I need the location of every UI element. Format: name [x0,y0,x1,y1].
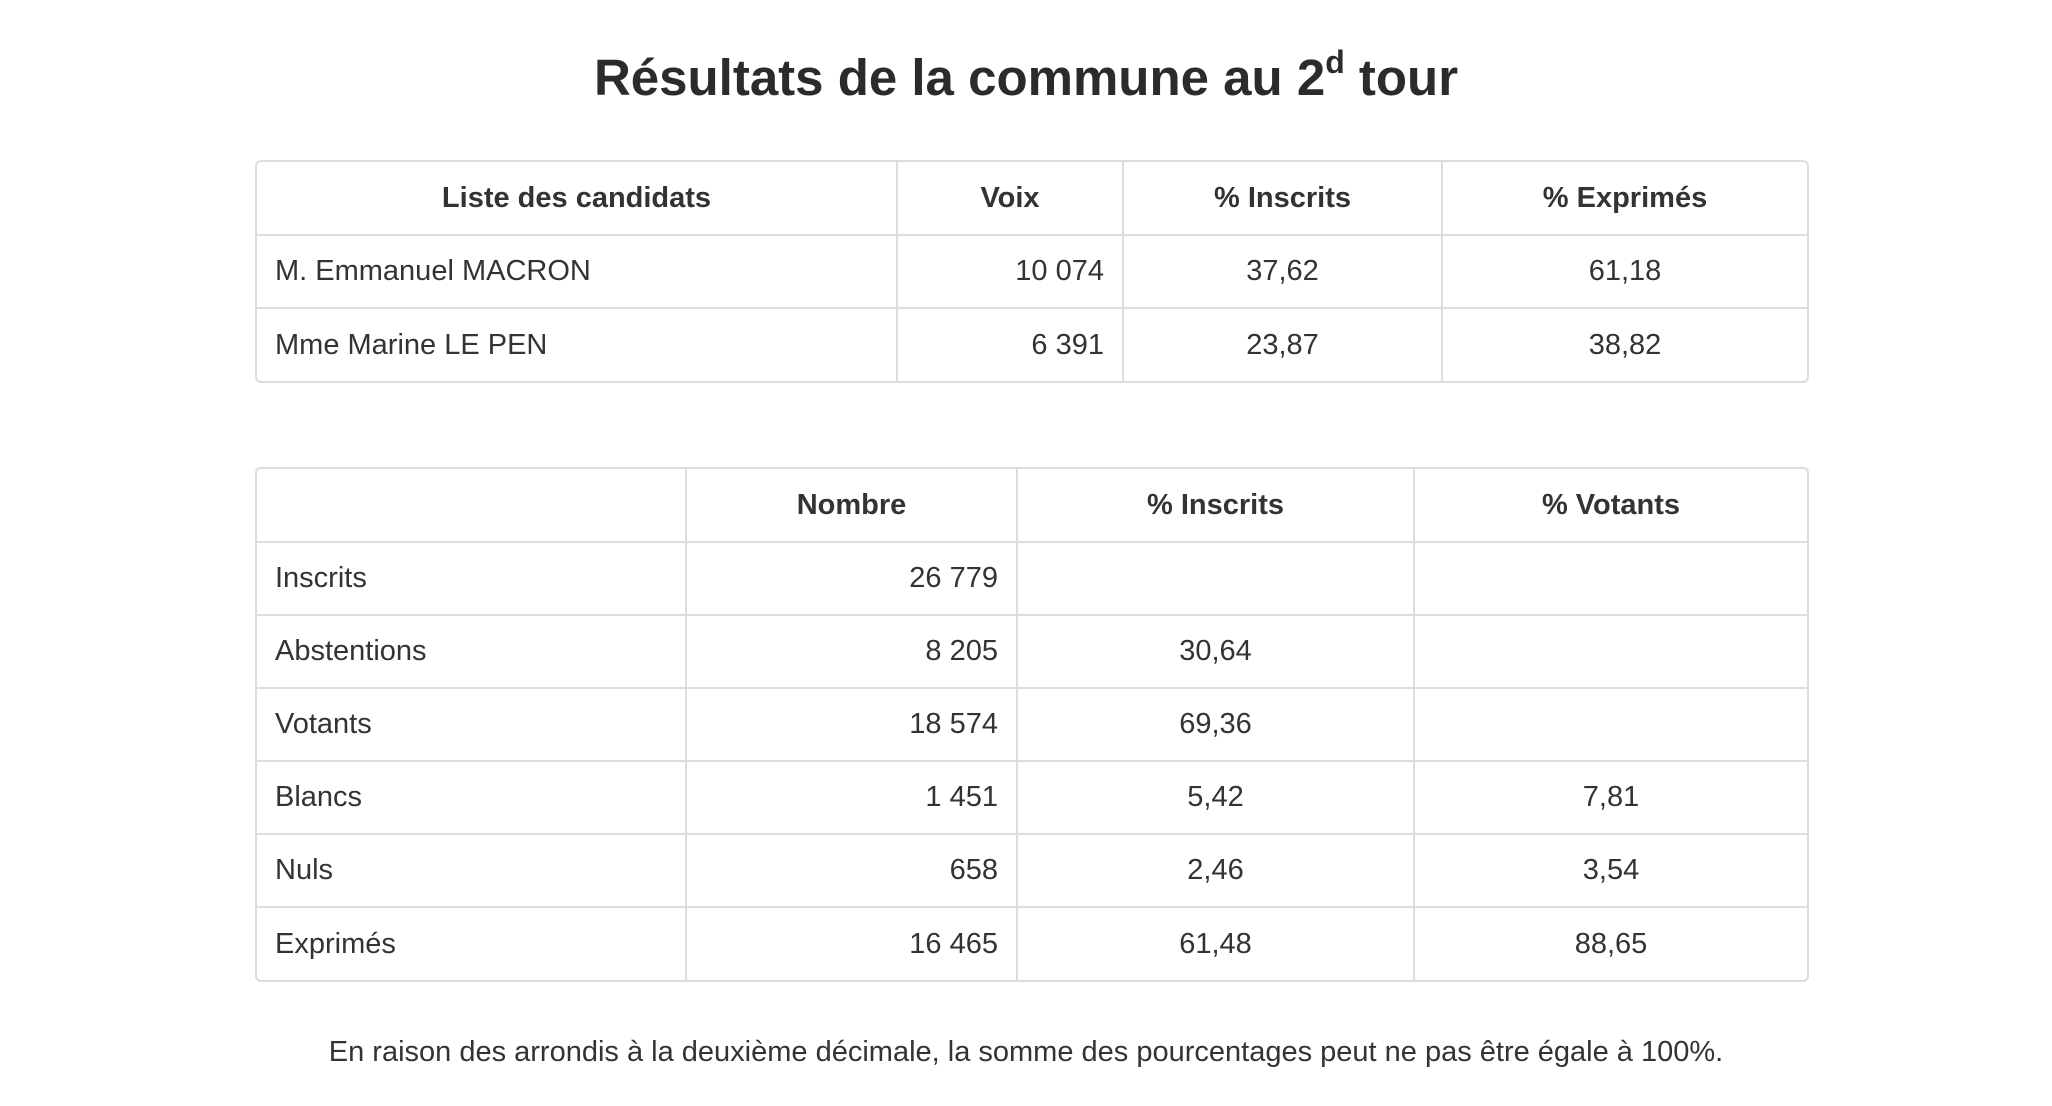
page-title-suffix: tour [1344,49,1459,106]
rounding-footnote: En raison des arrondis à la deuxième déc… [328,1036,1724,1068]
candidate-name: Mme Marine LE PEN [257,308,898,381]
stat-pct-inscrits [1017,542,1415,616]
page-title: Résultats de la commune au 2d tour [0,46,2052,110]
stat-nombre: 1 451 [686,761,1018,835]
header-empty [257,469,687,543]
stat-pct-votants: 88,65 [1574,927,1648,960]
candidates-table-container: Liste des candidats Voix % Inscrits % Ex… [255,160,1809,383]
table-row: Votants 18 574 69,36 [257,688,1807,762]
header-pct-inscrits: % Inscrits [1123,162,1443,236]
table-row: Blancs 1 451 5,42 7,81 [257,761,1807,835]
header-candidate-list: Liste des candidats [257,162,898,236]
stat-pct-inscrits: 61,48 [1017,907,1415,980]
table-row: Abstentions 8 205 30,64 [257,615,1807,689]
candidate-pct-inscrits: 37,62 [1123,235,1443,309]
stat-pct-votants: 3,54 [1414,834,1807,908]
stat-nombre: 8 205 [686,615,1018,689]
stat-label: Nuls [257,834,687,908]
stat-pct-votants [1414,615,1807,689]
stat-pct-inscrits: 5,42 [1017,761,1415,835]
stat-pct-inscrits: 30,64 [1017,615,1415,689]
header-voix: Voix [897,162,1124,236]
candidate-voix: 10 074 [897,235,1124,309]
header-pct-exprimes: % Exprimés [1442,162,1807,236]
candidates-header-row: Liste des candidats Voix % Inscrits % Ex… [257,162,1807,236]
stats-table-container: Nombre % Inscrits % Votants Inscrits 26 … [255,467,1809,982]
table-row: Inscrits 26 779 [257,542,1807,616]
stat-pct-inscrits: 69,36 [1017,688,1415,762]
stat-label: Abstentions [257,615,687,689]
candidate-voix: 6 391 [897,308,1124,381]
stats-table: Nombre % Inscrits % Votants Inscrits 26 … [257,469,1807,980]
stat-nombre: 18 574 [686,688,1018,762]
table-row: Nuls 658 2,46 3,54 [257,834,1807,908]
stat-pct-votants: 7,81 [1414,761,1807,835]
stat-nombre: 658 [686,834,1018,908]
table-row: Mme Marine LE PEN 6 391 23,87 38,82 [257,308,1807,381]
stat-nombre: 16 465 [686,907,1018,980]
table-row: M. Emmanuel MACRON 10 074 37,62 61,18 [257,235,1807,309]
candidates-table: Liste des candidats Voix % Inscrits % Ex… [257,162,1807,381]
page-title-superscript: d [1325,44,1345,80]
candidate-pct-exprimes: 38,82 [1588,328,1662,361]
candidate-pct-exprimes: 61,18 [1442,235,1807,309]
stat-label: Inscrits [257,542,687,616]
stat-label: Votants [257,688,687,762]
candidate-pct-inscrits: 23,87 [1123,308,1443,381]
stat-label: Exprimés [257,907,687,980]
stat-nombre: 26 779 [686,542,1018,616]
header-pct-inscrits: % Inscrits [1017,469,1415,543]
header-pct-votants: % Votants [1414,469,1807,543]
stat-pct-inscrits: 2,46 [1017,834,1415,908]
candidate-name: M. Emmanuel MACRON [257,235,898,309]
header-nombre: Nombre [686,469,1018,543]
stat-pct-votants [1414,542,1807,616]
stat-label: Blancs [257,761,687,835]
page-title-main: Résultats de la commune au 2 [593,49,1326,106]
stat-pct-votants [1414,688,1807,762]
stats-header-row: Nombre % Inscrits % Votants [257,469,1807,543]
table-row: Exprimés 16 465 61,48 88,65 [257,907,1807,980]
